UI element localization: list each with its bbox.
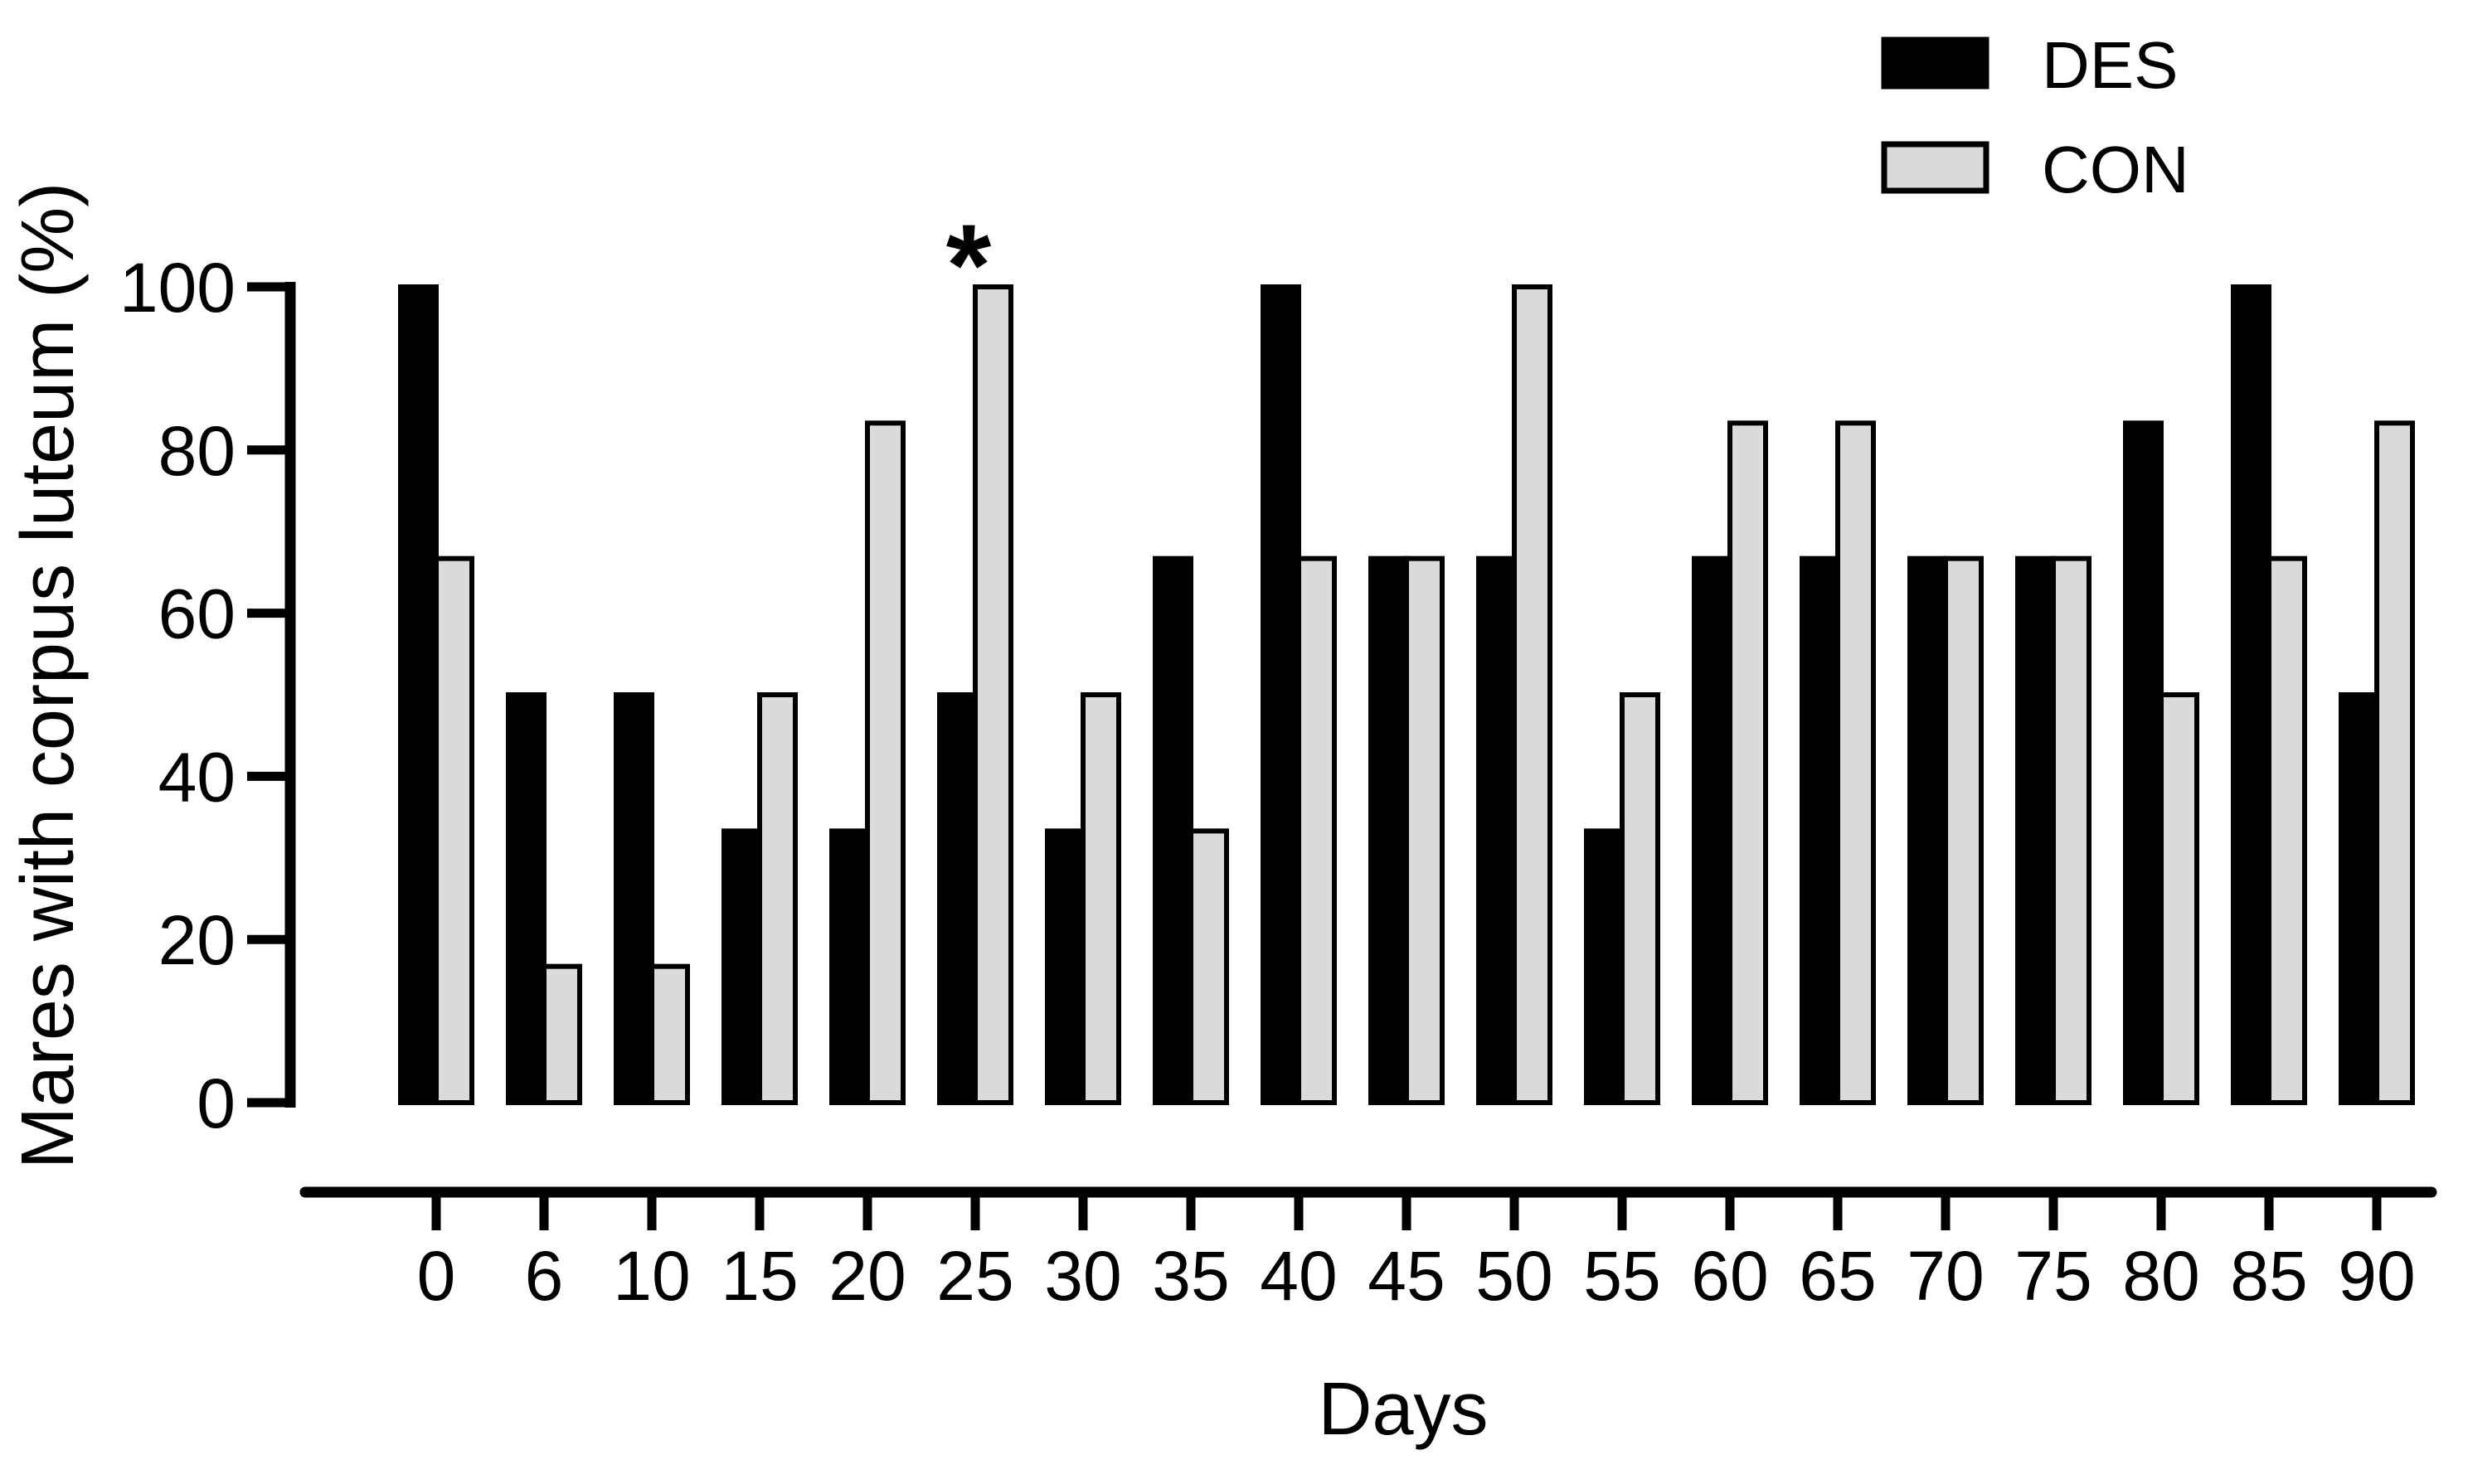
y-tick-label: 100 xyxy=(119,249,236,327)
bar-des-day-25 xyxy=(937,692,978,1105)
y-tick-label: 40 xyxy=(158,738,236,816)
bar-des-day-0 xyxy=(398,284,439,1105)
bar-group xyxy=(398,284,2415,1105)
x-tick-group: 0 6 10 15 20 25 30 35 40 45 50 55 60 65 70 75 80 85 90 xyxy=(417,1192,2416,1315)
y-tick-group: 0 20 40 60 80 100 xyxy=(119,249,295,1142)
bar-des-day-80 xyxy=(2123,420,2164,1105)
des-swatch xyxy=(1881,36,1989,90)
bar-des-day-30 xyxy=(1045,828,1086,1105)
bar-con-day-0 xyxy=(434,555,474,1105)
bar-des-day-70 xyxy=(1907,555,1948,1105)
bar-con-day-65 xyxy=(1835,420,1876,1105)
x-tick-label: 20 xyxy=(828,1237,906,1315)
x-tick-label: 30 xyxy=(1044,1237,1121,1315)
bar-des-day-15 xyxy=(721,828,762,1105)
bar-con-day-35 xyxy=(1188,828,1229,1105)
bar-con-day-25 xyxy=(973,284,1013,1105)
bar-des-day-40 xyxy=(1261,284,1301,1105)
bar-des-day-85 xyxy=(2231,284,2271,1105)
bar-con-day-6 xyxy=(542,963,582,1105)
bar-con-day-60 xyxy=(1727,420,1768,1105)
bar-des-day-90 xyxy=(2339,692,2379,1105)
x-tick-label: 40 xyxy=(1260,1237,1337,1315)
x-tick-label: 55 xyxy=(1583,1237,1660,1315)
x-axis: 0 6 10 15 20 25 30 35 40 45 50 55 60 65 70 75 80 85 90 xyxy=(299,1186,2437,1315)
bar-con-day-40 xyxy=(1296,555,1337,1105)
x-tick-label: 15 xyxy=(721,1237,798,1315)
x-tick-label: 70 xyxy=(1907,1237,1984,1315)
legend-label-con: CON xyxy=(2042,133,2189,206)
x-tick-label: 90 xyxy=(2338,1237,2415,1315)
x-tick-label: 6 xyxy=(525,1237,564,1315)
bar-des-day-6 xyxy=(506,692,547,1105)
bar-con-day-15 xyxy=(757,692,798,1105)
bar-des-day-75 xyxy=(2015,555,2056,1105)
x-tick-label: 0 xyxy=(417,1237,456,1315)
bar-des-day-55 xyxy=(1584,828,1625,1105)
y-tick-label: 20 xyxy=(158,901,236,979)
x-axis-title: Days xyxy=(1318,1368,1488,1451)
bar-con-day-85 xyxy=(2266,555,2307,1105)
y-tick-label: 60 xyxy=(158,575,236,653)
bar-con-day-55 xyxy=(1620,692,1660,1105)
bar-con-day-75 xyxy=(2051,555,2091,1105)
bar-des-day-65 xyxy=(1800,555,1840,1105)
x-tick-label: 75 xyxy=(2014,1237,2091,1315)
bar-con-day-50 xyxy=(1512,284,1552,1105)
y-tick-label: 0 xyxy=(197,1065,236,1142)
x-tick-label: 65 xyxy=(1799,1237,1876,1315)
bar-con-day-20 xyxy=(865,420,906,1105)
x-tick-label: 25 xyxy=(936,1237,1013,1315)
significance-asterisk: * xyxy=(946,200,992,330)
x-tick-label: 10 xyxy=(613,1237,690,1315)
bar-con-day-10 xyxy=(649,963,690,1105)
bar-des-day-60 xyxy=(1692,555,1732,1105)
bar-des-day-10 xyxy=(614,692,654,1105)
x-tick-label: 45 xyxy=(1368,1237,1445,1315)
legend: DES CON xyxy=(1881,28,2189,206)
y-axis: 0 20 40 60 80 100 xyxy=(119,249,296,1142)
bar-con-day-30 xyxy=(1081,692,1121,1105)
y-axis-title: Mares with corpus luteum (%) xyxy=(7,182,90,1169)
x-tick-label: 50 xyxy=(1475,1237,1552,1315)
bar-con-day-80 xyxy=(2159,692,2199,1105)
legend-label-des: DES xyxy=(2042,28,2179,102)
legend-item-des: DES xyxy=(1881,28,2179,102)
con-swatch xyxy=(1881,141,1989,194)
bar-con-day-70 xyxy=(1943,555,1984,1105)
x-tick-label: 60 xyxy=(1691,1237,1768,1315)
bar-con-day-45 xyxy=(1404,555,1445,1105)
annotation-group: * xyxy=(946,200,992,330)
x-tick-label: 85 xyxy=(2230,1237,2307,1315)
bar-des-day-45 xyxy=(1368,555,1409,1105)
x-tick-label: 80 xyxy=(2122,1237,2199,1315)
bar-con-day-90 xyxy=(2374,420,2415,1105)
bar-des-day-35 xyxy=(1153,555,1193,1105)
bar-des-day-20 xyxy=(829,828,870,1105)
x-tick-label: 35 xyxy=(1152,1237,1229,1315)
y-tick-label: 80 xyxy=(158,412,236,490)
bar-des-day-50 xyxy=(1476,555,1517,1105)
legend-item-con: CON xyxy=(1881,133,2189,206)
